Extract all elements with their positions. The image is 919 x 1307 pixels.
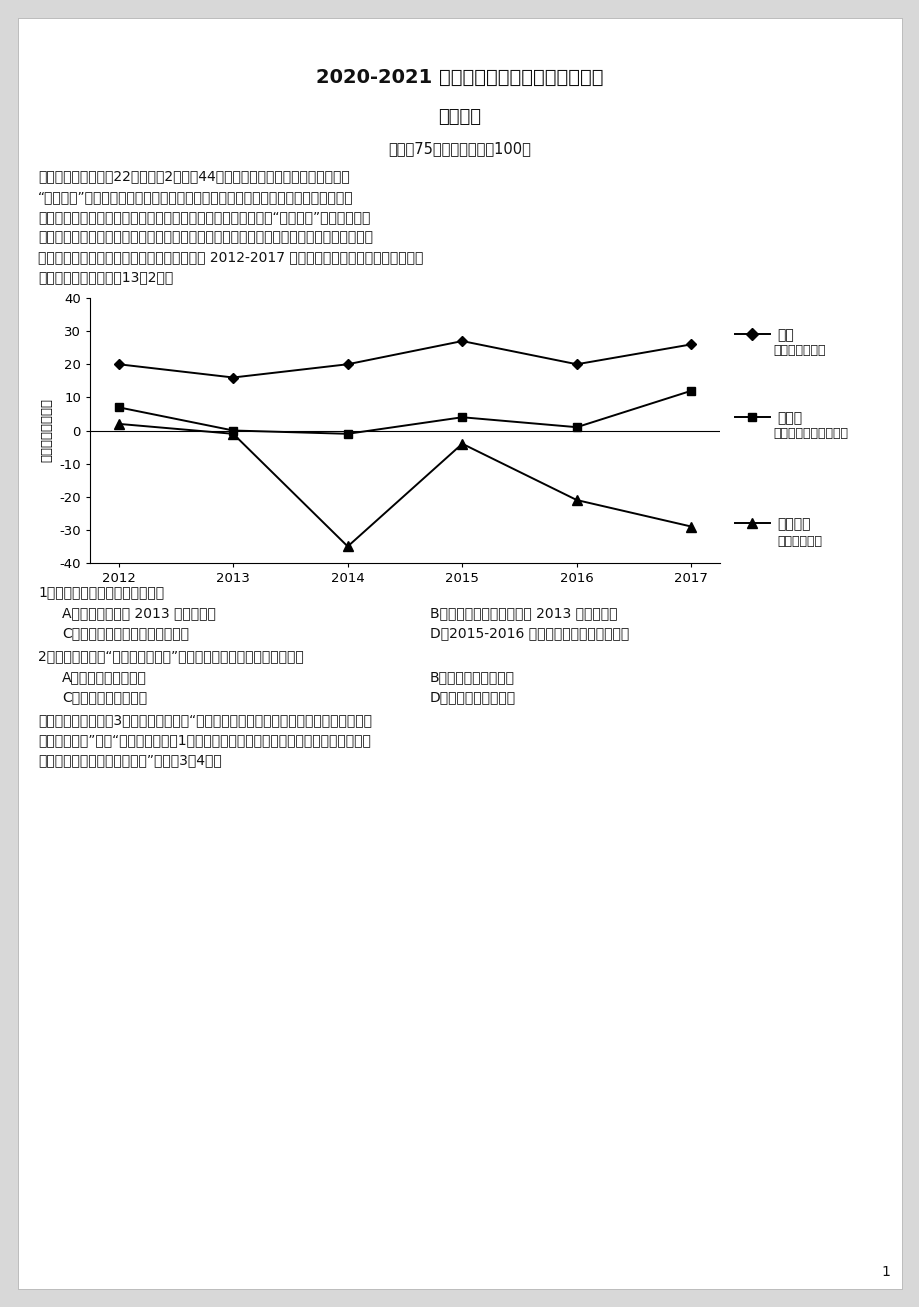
Text: C．导致城市发展停滞: C．导致城市发展停滞 [62, 690, 147, 704]
Text: 变化曲线图，据此完成13～2题。: 变化曲线图，据此完成13～2题。 [38, 271, 173, 284]
Text: 佛惠莎: 佛惠莎 [777, 412, 801, 425]
Text: A．穗深人口迁入 2013 年达最大值: A．穗深人口迁入 2013 年达最大值 [62, 606, 216, 620]
Text: B．加重城市社会负担: B．加重城市社会负担 [429, 670, 515, 684]
Text: 2020-2021 学年度春学期高二年级期中考试: 2020-2021 学年度春学期高二年级期中考试 [316, 68, 603, 88]
Text: 当美国人口突砃3亿之后，媒体指出“美国人口的快速增长对支撑地球生命的自然体系: 当美国人口突砃3亿之后，媒体指出“美国人口的快速增长对支撑地球生命的自然体系 [38, 714, 371, 727]
Y-axis label: 迁移人口（万人）: 迁移人口（万人） [40, 399, 53, 463]
Text: D．促进城市协同发展: D．促进城市协同发展 [429, 690, 516, 704]
Text: （广州、深圳）: （广州、深圳） [772, 344, 824, 357]
Text: （佛山、惠州、东莎）: （佛山、惠州、东莎） [772, 427, 847, 440]
Text: 消费总量占世界的比重示意图”，回哃3～4题。: 消费总量占世界的比重示意图”，回哃3～4题。 [38, 753, 221, 767]
Text: 时长：75分钟　　总分：100分: 时长：75分钟 总分：100分 [388, 141, 531, 156]
Text: 广东其余: 广东其余 [777, 518, 810, 532]
Text: A．加快城市职能转变: A．加快城市职能转变 [62, 670, 147, 684]
Text: “虹吸效应”是指区域的中心城市吸收了周边城市的各种资源，随着资源的聚集，中心: “虹吸效应”是指区域的中心城市吸收了周边城市的各种资源，随着资源的聚集，中心 [38, 190, 353, 204]
Text: D．2015-2016 年佛惠莎人口变化幅度最大: D．2015-2016 年佛惠莎人口变化幅度最大 [429, 626, 629, 640]
Text: 受政策影响以及过度聚集的拥挤导致其技术、人才、产业、资金等向外围地区迁移，从而促: 受政策影响以及过度聚集的拥挤导致其技术、人才、产业、资金等向外围地区迁移，从而促 [38, 230, 372, 244]
Text: 来说并非好事”。读“美国人口每增加1亿所用的时间示意图和美国人口数量及部分消费品: 来说并非好事”。读“美国人口每增加1亿所用的时间示意图和美国人口数量及部分消费品 [38, 733, 370, 748]
Text: 地理试卷: 地理试卷 [438, 108, 481, 125]
Text: 一、单项选择题：八22题，每题2分，全44分。每题只有一个选项最符合题意。: 一、单项选择题：八22题，每题2分，全44分。每题只有一个选项最符合题意。 [38, 169, 349, 183]
Text: 1．上图反映出人口迁移的变化是: 1．上图反映出人口迁移的变化是 [38, 586, 164, 599]
Text: 穗深: 穗深 [777, 328, 793, 342]
Text: 城市的吸引力会越来越强，周边城市的人才会逐渐流失的现象。“外溢效应”是指中心城市: 城市的吸引力会越来越强，周边城市的人才会逐渐流失的现象。“外溢效应”是指中心城市 [38, 210, 370, 223]
Text: 1: 1 [880, 1265, 889, 1280]
Text: B．三四线城市人口净迁出 2013 年达最大值: B．三四线城市人口净迁出 2013 年达最大值 [429, 606, 617, 620]
Text: 2．广州、深圳的“虹吸和外溢效应”引起的人口迁移，其带来的影响是: 2．广州、深圳的“虹吸和外溢效应”引起的人口迁移，其带来的影响是 [38, 650, 303, 663]
Text: 使外围城市的经济发展的现象。下图为广东省 2012-2017 年户籍人口逐年净迁移人数（万人）: 使外围城市的经济发展的现象。下图为广东省 2012-2017 年户籍人口逐年净迁… [38, 250, 423, 264]
Text: C．佛惠莎年人口迁入数持续上升: C．佛惠莎年人口迁入数持续上升 [62, 626, 188, 640]
Text: 三、四线城市: 三、四线城市 [777, 536, 821, 549]
